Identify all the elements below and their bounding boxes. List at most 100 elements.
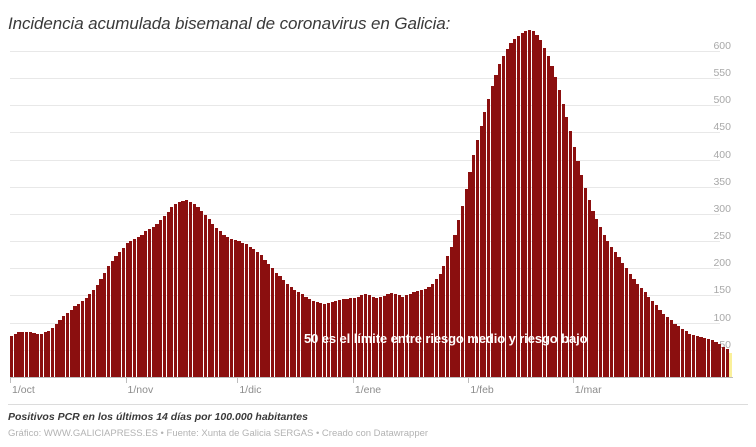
bar[interactable] [710,340,714,377]
bar[interactable] [289,286,293,377]
bar[interactable] [431,283,435,377]
bar[interactable] [192,204,196,377]
bar[interactable] [386,294,390,377]
bar[interactable] [69,309,73,377]
bar[interactable] [188,201,193,377]
bar[interactable] [539,40,543,377]
bar[interactable] [416,291,420,377]
bar[interactable] [554,76,558,377]
bar[interactable] [166,211,170,377]
bar[interactable] [360,295,364,377]
bar[interactable] [390,293,394,377]
bar[interactable] [662,313,666,377]
bar[interactable] [624,268,629,377]
bar[interactable] [304,296,308,377]
bar[interactable] [103,272,107,377]
bar[interactable] [13,333,17,377]
bar[interactable] [185,200,189,377]
bar[interactable] [341,299,345,377]
bar[interactable] [639,287,643,377]
bar[interactable] [516,35,521,377]
bar[interactable] [621,262,625,377]
bar[interactable] [613,251,617,377]
bar[interactable] [457,220,461,377]
bar[interactable] [155,223,159,377]
bar[interactable] [423,288,427,377]
bar[interactable] [572,146,576,377]
bar[interactable] [673,323,677,377]
bar[interactable] [569,131,573,377]
bar[interactable] [162,216,166,377]
bar[interactable] [528,30,532,377]
bar[interactable] [610,246,614,377]
bar[interactable] [24,331,29,377]
bar[interactable] [65,312,70,377]
bar[interactable] [427,286,431,377]
bar[interactable] [311,300,316,377]
bar[interactable] [636,283,640,377]
bar[interactable] [658,309,662,377]
bar[interactable] [419,290,424,377]
bar[interactable] [576,160,580,377]
bar[interactable] [434,279,439,377]
bar[interactable] [654,305,658,377]
bar[interactable] [583,187,588,377]
bar[interactable] [229,238,234,377]
bar[interactable] [550,66,554,377]
bar[interactable] [263,259,267,377]
bar[interactable] [110,260,114,377]
bar[interactable] [118,251,122,377]
bar[interactable] [36,333,40,377]
bar[interactable] [591,210,595,377]
bar[interactable] [498,64,502,377]
bar[interactable] [267,263,271,377]
bar[interactable] [151,226,155,377]
bar[interactable] [401,296,405,377]
bar[interactable] [252,248,256,377]
bar[interactable] [643,292,647,377]
bar[interactable] [509,43,513,377]
bar[interactable] [99,279,103,377]
bar[interactable] [442,265,446,377]
bar[interactable] [58,320,62,377]
bar[interactable] [513,38,517,377]
bar[interactable] [132,238,137,377]
bar[interactable] [692,334,696,377]
bar[interactable] [375,297,379,377]
bar[interactable] [628,273,632,377]
bar[interactable] [315,302,319,377]
bar[interactable] [487,98,491,377]
bar[interactable] [729,353,733,377]
bar[interactable] [330,302,334,377]
bar[interactable] [393,294,398,377]
bar[interactable] [665,317,670,377]
bar[interactable] [695,335,699,377]
bar[interactable] [688,333,692,377]
bar[interactable] [218,231,222,377]
bar[interactable] [207,219,211,377]
bar[interactable] [129,241,133,377]
bar[interactable] [241,242,245,377]
bar[interactable] [282,280,286,377]
bar[interactable] [561,104,565,377]
bar[interactable] [405,295,409,377]
bar[interactable] [524,31,528,377]
bar[interactable] [54,324,58,377]
bar[interactable] [587,199,591,377]
bar[interactable] [293,290,297,377]
bar[interactable] [326,303,330,377]
bar[interactable] [483,111,487,377]
bar[interactable] [453,234,457,377]
bar[interactable] [684,331,688,377]
bar[interactable] [159,220,163,377]
bar[interactable] [200,211,204,377]
bar[interactable] [62,316,66,377]
bar[interactable] [177,201,181,377]
bar[interactable] [475,140,480,377]
bar[interactable] [677,326,681,377]
bar[interactable] [680,329,684,377]
bar[interactable] [308,298,312,377]
bar[interactable] [106,265,111,377]
bar[interactable] [173,204,178,377]
bar[interactable] [501,56,506,377]
